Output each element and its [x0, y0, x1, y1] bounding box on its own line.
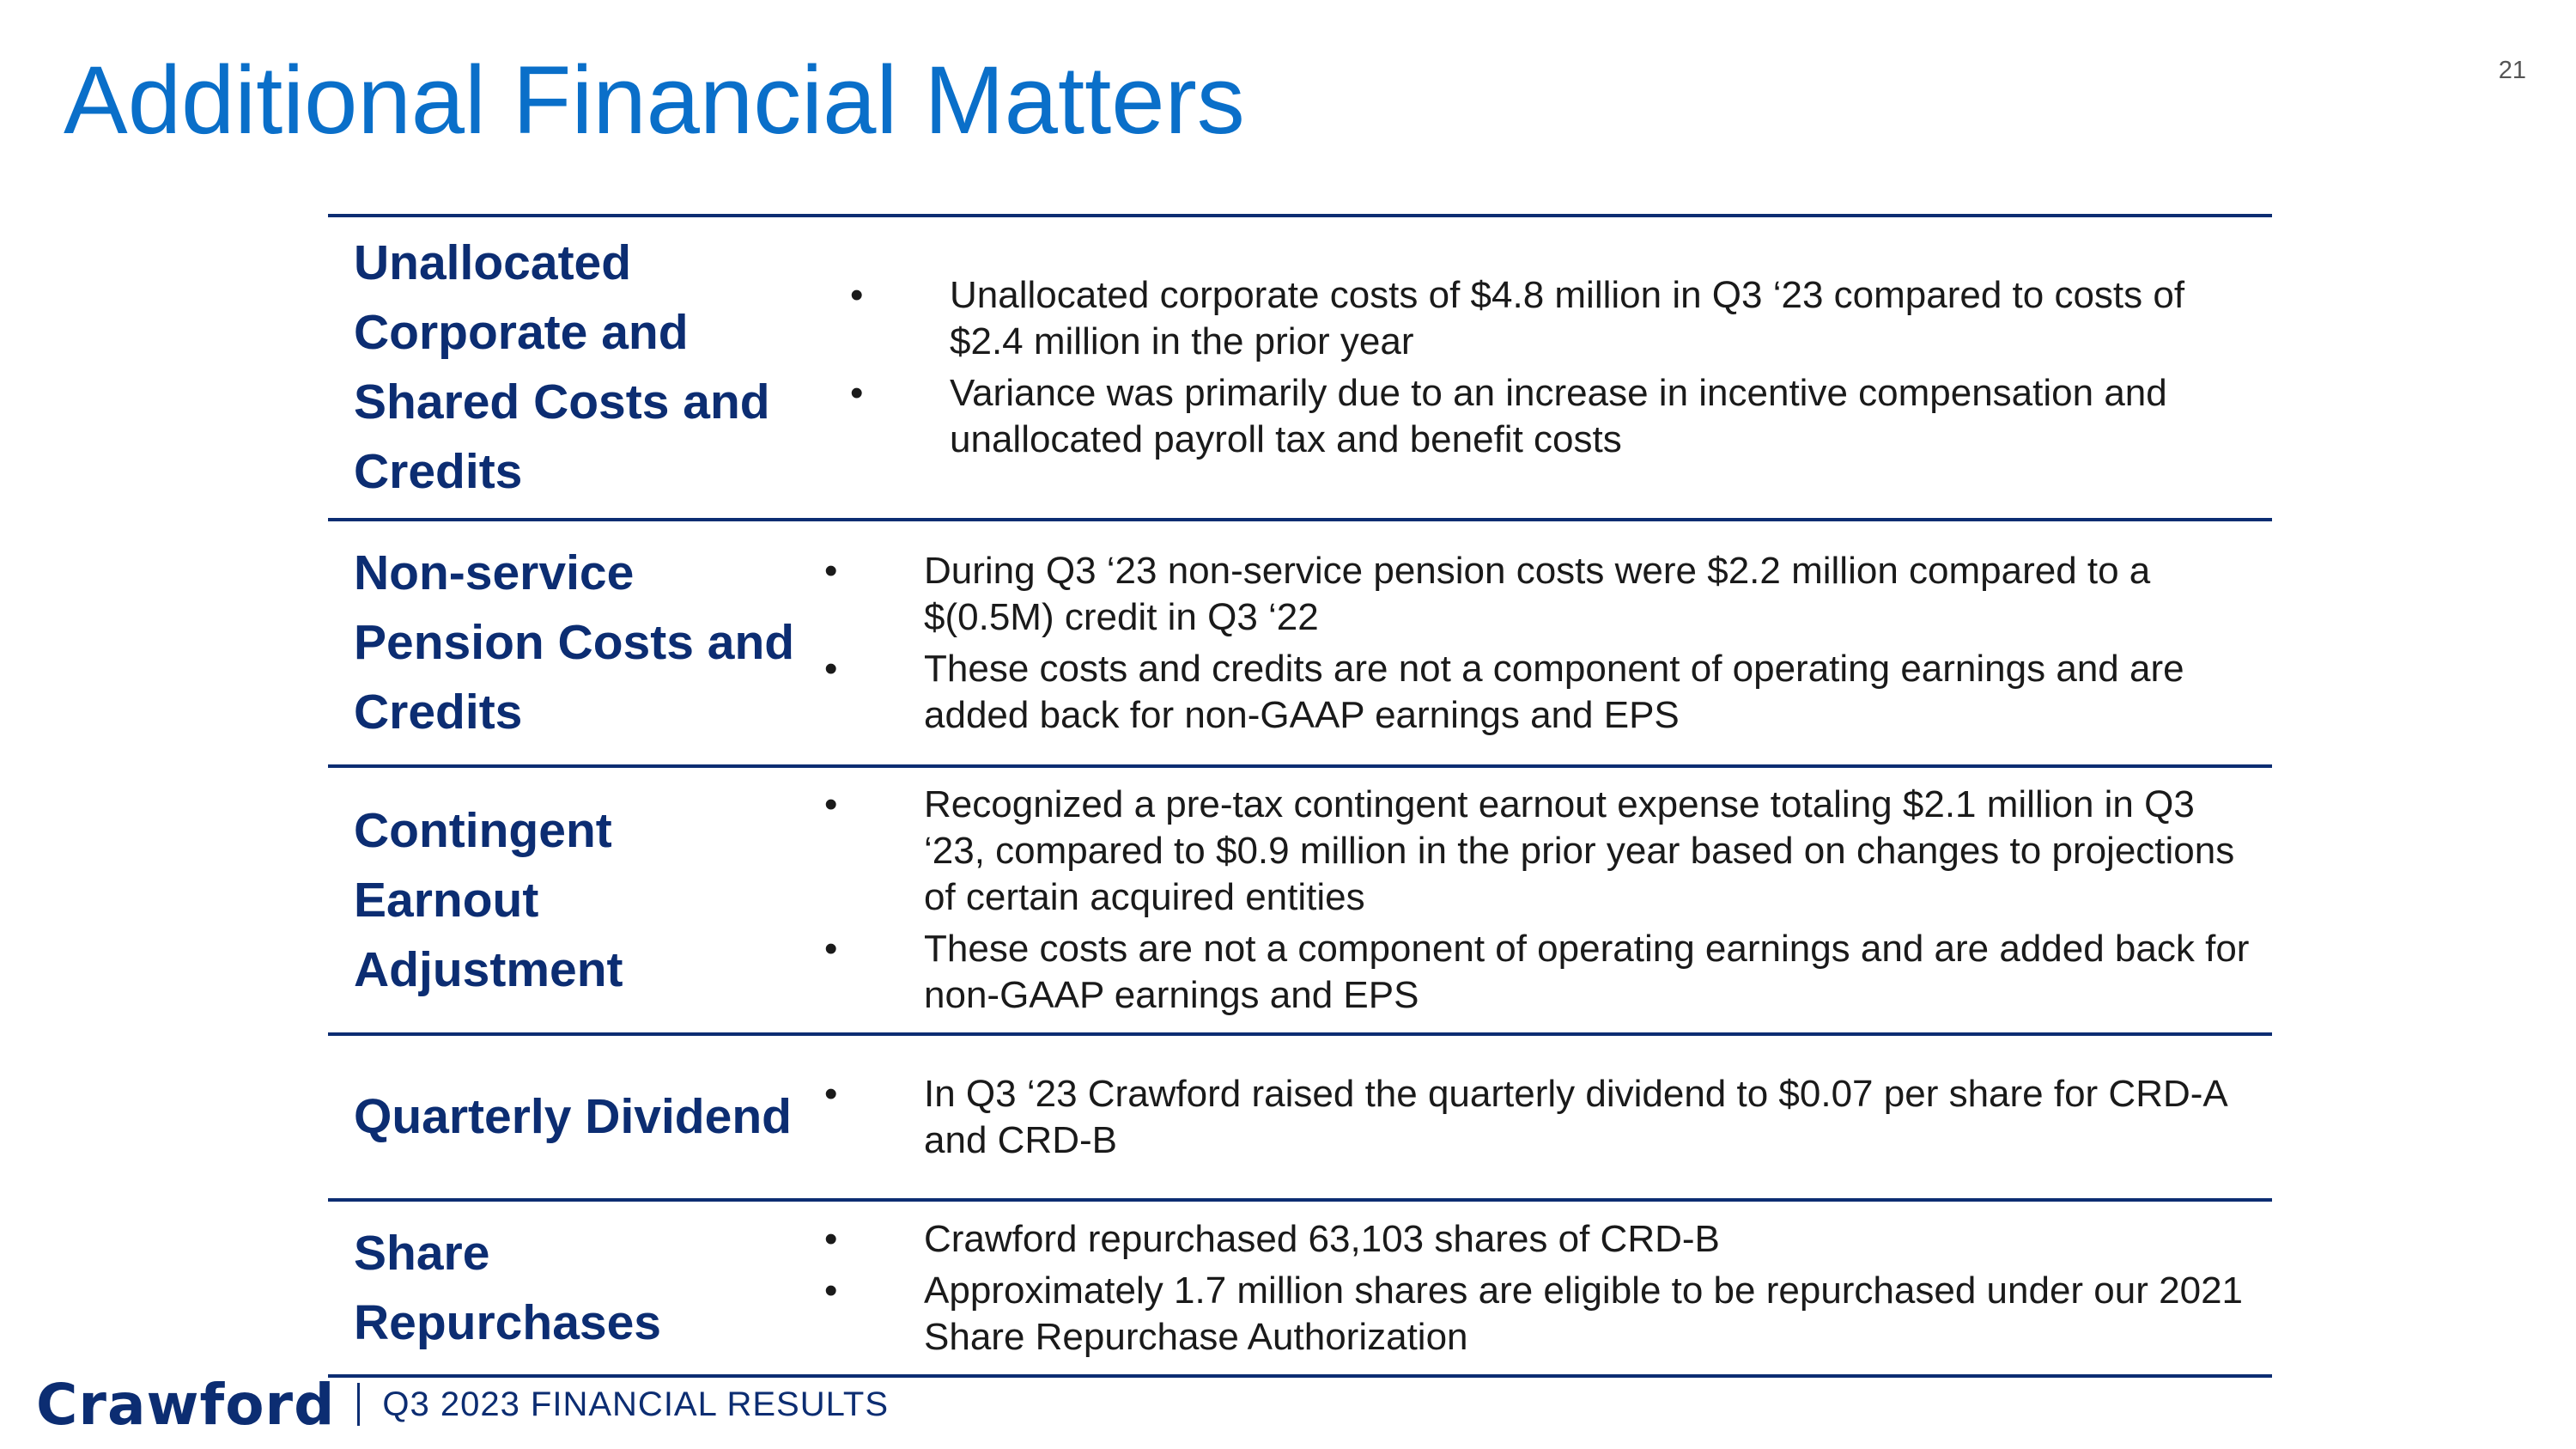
- bullet-item: • These costs and credits are not a compo…: [809, 646, 2255, 739]
- bullet-icon: •: [824, 1217, 838, 1260]
- footer: Crawford Q3 2023 FINANCIAL RESULTS: [36, 1372, 890, 1438]
- page-number: 21: [2498, 57, 2526, 84]
- bullet-item: • Crawford repurchased 63,103 shares of C…: [809, 1216, 2255, 1263]
- bullet-item: • In Q3 ‘23 Crawford raised the quarterly…: [809, 1071, 2255, 1164]
- crawford-logo: Crawford: [36, 1371, 336, 1438]
- slide-title: Additional Financial Matters: [64, 46, 1245, 154]
- bullet-text: These costs are not a component of opera…: [924, 928, 2250, 1016]
- bullet-icon: •: [850, 274, 864, 316]
- row-label: Contingent Earnout Adjustment: [354, 802, 623, 997]
- bullet-text: Crawford repurchased 63,103 shares of CR…: [924, 1217, 1720, 1260]
- bullet-item: • Unallocated corporate costs of $4.8 mil…: [835, 272, 2255, 365]
- bullet-text: These costs and credits are not a compon…: [924, 647, 2184, 736]
- table-row-pension-costs: Non-service Pension Costs and Credits • D…: [328, 521, 2272, 768]
- bullet-item: • During Q3 ‘23 non-service pension costs…: [809, 548, 2255, 641]
- bullet-list: • During Q3 ‘23 non-service pension costs…: [809, 543, 2272, 744]
- bullet-text: Unallocated corporate costs of $4.8 mill…: [950, 274, 2185, 362]
- bullet-list: • In Q3 ‘23 Crawford raised the quarterly…: [809, 1066, 2272, 1169]
- bullet-icon: •: [824, 1072, 838, 1115]
- bullet-item: • These costs are not a component of oper…: [809, 926, 2255, 1019]
- bullet-text: Variance was primarily due to an increas…: [950, 372, 2167, 460]
- bullet-icon: •: [850, 372, 864, 414]
- row-label: Unallocated Corporate and Shared Costs a…: [354, 235, 770, 499]
- bullet-text: During Q3 ‘23 non-service pension costs …: [924, 549, 2151, 638]
- row-label: Quarterly Dividend: [354, 1089, 792, 1144]
- bullet-icon: •: [824, 783, 838, 825]
- row-label: Non-service Pension Costs and Credits: [354, 545, 795, 740]
- table-row-quarterly-dividend: Quarterly Dividend • In Q3 ‘23 Crawford r…: [328, 1036, 2272, 1202]
- bullet-list: • Recognized a pre-tax contingent earnout…: [809, 776, 2272, 1024]
- bullet-icon: •: [824, 647, 838, 690]
- bullet-item: • Variance was primarily due to an increa…: [835, 370, 2255, 463]
- bullet-icon: •: [824, 549, 838, 592]
- financial-matters-table: Unallocated Corporate and Shared Costs a…: [328, 214, 2272, 1378]
- table-row-contingent-earnout: Contingent Earnout Adjustment • Recognize…: [328, 768, 2272, 1036]
- bullet-item: • Recognized a pre-tax contingent earnout…: [809, 782, 2255, 921]
- table-row-unallocated-costs: Unallocated Corporate and Shared Costs a…: [328, 217, 2272, 521]
- bullet-text: Approximately 1.7 million shares are eli…: [924, 1269, 2244, 1358]
- bullet-text: In Q3 ‘23 Crawford raised the quarterly …: [924, 1072, 2227, 1161]
- table-row-share-repurchases: Share Repurchases • Crawford repurchased …: [328, 1202, 2272, 1378]
- row-label: Share Repurchases: [354, 1225, 662, 1350]
- footer-divider: [357, 1383, 361, 1426]
- bullet-icon: •: [824, 1269, 838, 1312]
- bullet-icon: •: [824, 928, 838, 970]
- bullet-item: • Approximately 1.7 million shares are el…: [809, 1268, 2255, 1361]
- footer-label: Q3 2023 FINANCIAL RESULTS: [382, 1385, 890, 1423]
- bullet-list: • Unallocated corporate costs of $4.8 mil…: [835, 267, 2272, 468]
- bullet-text: Recognized a pre-tax contingent earnout …: [924, 783, 2235, 918]
- bullet-list: • Crawford repurchased 63,103 shares of C…: [809, 1211, 2272, 1366]
